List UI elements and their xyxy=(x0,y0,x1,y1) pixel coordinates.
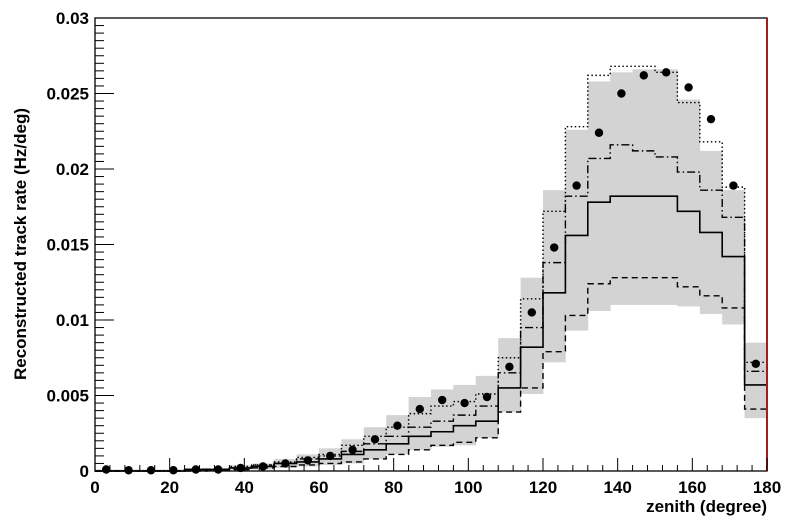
data-point xyxy=(348,445,357,455)
data-point xyxy=(751,359,760,368)
x-tick-label: 40 xyxy=(235,478,254,497)
band-bin xyxy=(610,72,633,305)
data-point xyxy=(102,465,111,474)
data-point xyxy=(505,362,514,372)
y-axis-title: Reconstructed track rate (Hz/deg) xyxy=(11,108,30,380)
data-point xyxy=(258,462,268,471)
data-point xyxy=(594,128,604,137)
y-tick-label: 0.025 xyxy=(46,85,89,104)
data-point xyxy=(124,466,133,475)
band-bin xyxy=(475,375,499,438)
y-tick-label: 0 xyxy=(80,462,89,481)
data-point xyxy=(393,421,402,430)
series-dashdot-line xyxy=(95,144,767,472)
band-bin xyxy=(655,69,678,305)
y-tick-label: 0.005 xyxy=(46,387,89,406)
y-tick-labels: 0 0.005 0.01 0.015 0.02 0.025 0.03 xyxy=(46,9,89,481)
x-tick-label: 20 xyxy=(160,478,179,497)
data-point xyxy=(415,404,424,414)
x-tick-label: 0 xyxy=(90,478,99,497)
x-tick-label: 120 xyxy=(529,478,557,497)
x-tick-label: 80 xyxy=(384,478,403,497)
data-point xyxy=(706,114,716,124)
data-point xyxy=(438,395,447,405)
data-point xyxy=(617,89,626,98)
data-point xyxy=(169,466,178,475)
data-point xyxy=(729,181,738,190)
band-bin xyxy=(543,190,566,363)
y-tick-label: 0.015 xyxy=(46,236,89,255)
data-point xyxy=(527,308,536,317)
band-bin xyxy=(565,129,589,331)
band-bin xyxy=(677,99,701,307)
data-point xyxy=(214,465,223,474)
data-point xyxy=(572,181,581,190)
band-bin xyxy=(498,338,521,413)
data-point xyxy=(191,465,200,474)
x-axis-title: zenith (degree) xyxy=(646,497,767,516)
data-point xyxy=(482,392,492,402)
data-point xyxy=(550,243,559,252)
y-tick-label: 0.02 xyxy=(56,160,89,179)
y-tick-label: 0.01 xyxy=(56,311,89,330)
data-point xyxy=(684,83,693,92)
data-point xyxy=(303,456,312,465)
band-bin xyxy=(520,277,544,394)
x-tick-labels: 0 20 40 60 80 100 120 140 160 180 xyxy=(90,478,781,497)
band-bin xyxy=(386,415,409,455)
histogram-series xyxy=(95,65,767,472)
band-bin xyxy=(744,342,768,419)
data-point xyxy=(326,451,335,461)
data-point xyxy=(460,398,469,408)
data-point xyxy=(370,435,380,444)
x-tick-label: 160 xyxy=(678,478,706,497)
data-point xyxy=(281,459,290,468)
axis-ticks xyxy=(94,17,768,472)
data-point xyxy=(662,68,671,77)
x-tick-label: 140 xyxy=(603,478,631,497)
band-bin xyxy=(632,69,656,305)
series-dashed-line xyxy=(95,277,767,472)
data-point xyxy=(146,466,156,475)
data-points xyxy=(102,68,760,475)
x-tick-label: 100 xyxy=(454,478,482,497)
data-point xyxy=(236,463,245,473)
x-tick-label: 180 xyxy=(753,478,781,497)
band-bin xyxy=(587,81,611,311)
data-point xyxy=(639,71,648,80)
y-tick-label: 0.03 xyxy=(56,9,89,28)
x-tick-label: 60 xyxy=(310,478,329,497)
